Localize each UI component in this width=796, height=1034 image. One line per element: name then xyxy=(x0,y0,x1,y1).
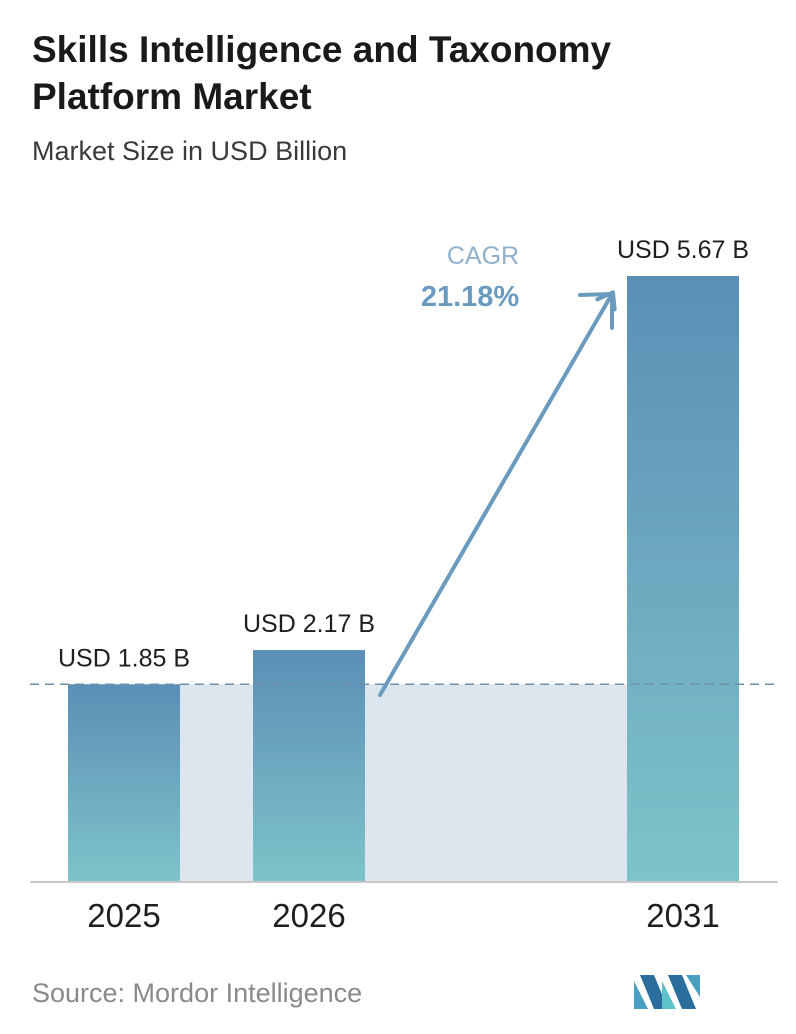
chart-subtitle: Market Size in USD Billion xyxy=(32,136,348,166)
cagr-value: 21.18% xyxy=(421,281,520,313)
value-label-2025: USD 1.85 B xyxy=(58,644,190,672)
cagr-arrow xyxy=(378,290,617,697)
bar-2025 xyxy=(68,684,180,882)
x-tick-2025: 2025 xyxy=(87,897,160,934)
value-labels: USD 1.85 B USD 2.17 B USD 5.67 B xyxy=(58,236,749,672)
bar-2026 xyxy=(253,650,365,882)
x-tick-labels: 2025 2026 2031 xyxy=(87,897,719,934)
x-tick-2026: 2026 xyxy=(272,897,345,934)
cagr-label: CAGR xyxy=(447,242,519,270)
x-tick-2031: 2031 xyxy=(646,897,719,934)
cagr-arrow-head xyxy=(578,292,614,330)
source-text: Source: Mordor Intelligence xyxy=(32,978,363,1008)
value-label-2031: USD 5.67 B xyxy=(617,236,749,264)
mordor-intelligence-logo-icon xyxy=(634,975,700,1009)
chart-title: Skills Intelligence and Taxonomy Platfor… xyxy=(32,29,612,117)
value-label-2026: USD 2.17 B xyxy=(243,610,375,638)
bar-2031 xyxy=(627,276,739,882)
bars xyxy=(68,276,739,882)
